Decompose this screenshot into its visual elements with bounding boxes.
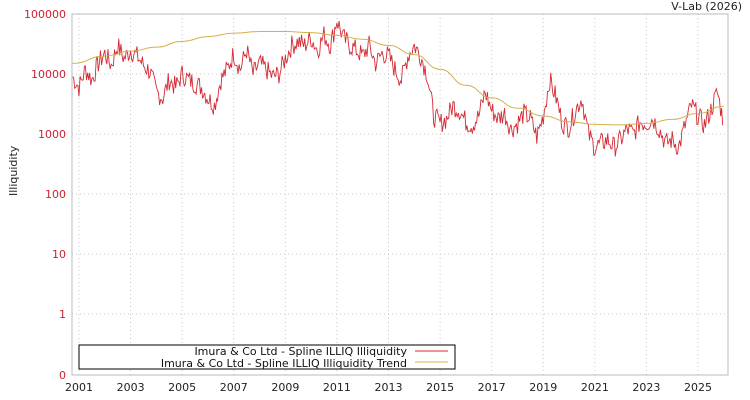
x-tick-label: 2023 [632, 381, 660, 394]
legend-label-series: Imura & Co Ltd - Spline ILLIQ Illiquidit… [194, 345, 407, 358]
credit-label: V-Lab (2026) [671, 0, 742, 13]
x-tick-label: 2015 [426, 381, 454, 394]
grid-lines [72, 14, 728, 375]
x-tick-label: 2025 [684, 381, 712, 394]
x-tick-label: 2017 [478, 381, 506, 394]
y-tick-label: 1 [59, 308, 66, 321]
legend-box [78, 344, 456, 370]
y-tick-label: 10000 [31, 68, 66, 81]
x-tick-label: 2005 [168, 381, 196, 394]
x-tick-label: 2013 [375, 381, 403, 394]
x-tick-label: 2019 [529, 381, 557, 394]
illiquidity-series-line [72, 20, 724, 157]
legend-label-trend: Imura & Co Ltd - Spline ILLIQ Illiquidit… [161, 357, 407, 370]
y-tick-label: 100 [45, 188, 66, 201]
x-tick-label: 2001 [65, 381, 93, 394]
x-tick-label: 2021 [581, 381, 609, 394]
y-tick-label: 1000 [38, 128, 66, 141]
x-tick-label: 2003 [117, 381, 145, 394]
x-tick-label: 2011 [323, 381, 351, 394]
legend: Imura & Co Ltd - Spline ILLIQ Illiquidit… [78, 344, 456, 370]
illiquidity-trend-line [72, 31, 724, 126]
x-tick-label: 2007 [220, 381, 248, 394]
x-axis-ticks: 2001 2003 2005 2007 2009 2011 2013 2015 2017 2019… [65, 381, 712, 394]
x-tick-label: 2009 [271, 381, 299, 394]
plot-frame [71, 13, 729, 376]
y-tick-label: 10 [52, 248, 66, 261]
y-tick-label: 100000 [24, 8, 66, 21]
y-tick-label: 0 [59, 369, 66, 382]
